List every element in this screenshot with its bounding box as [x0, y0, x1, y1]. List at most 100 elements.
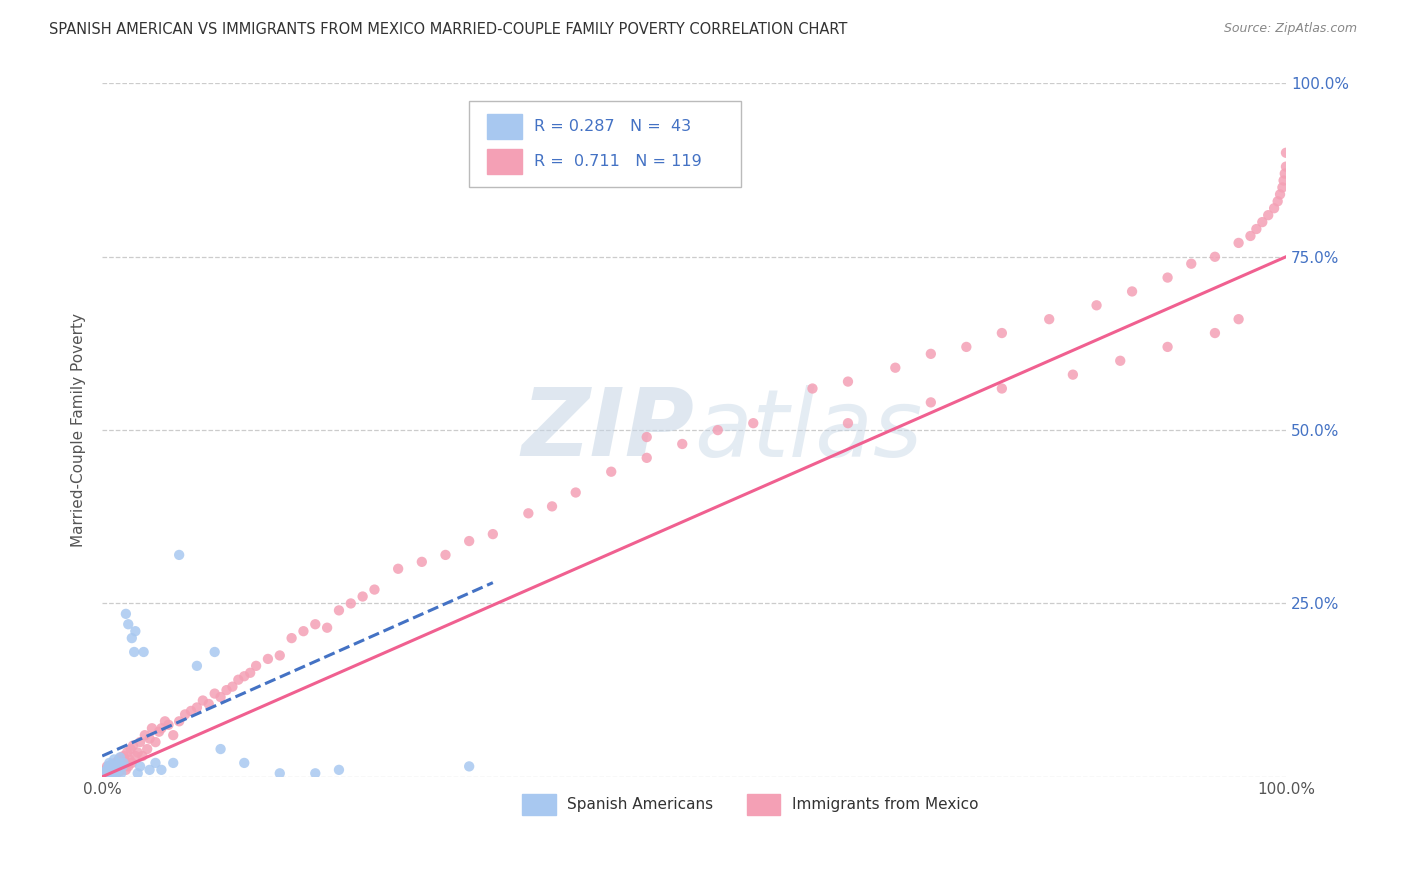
Point [1268, 187, 1291, 202]
Point [98, 767, 121, 781]
Point [110, 766, 132, 780]
Point [120, 742, 142, 756]
Point [233, 669, 256, 683]
Point [138, 763, 160, 777]
Point [387, 562, 409, 576]
Point [600, 465, 623, 479]
Point [991, 326, 1014, 340]
Point [458, 534, 481, 549]
Point [114, 752, 136, 766]
Point [150, 763, 173, 777]
Y-axis label: Married-Couple Family Poverty: Married-Couple Family Poverty [72, 313, 86, 547]
Point [180, 704, 202, 718]
Point [100, 759, 122, 773]
Point [115, 763, 138, 777]
Point [221, 680, 243, 694]
Point [96, 763, 118, 777]
Point [115, 746, 138, 760]
Point [837, 416, 859, 430]
Point [115, 607, 138, 621]
Point [1038, 312, 1060, 326]
Point [167, 548, 190, 562]
Point [121, 756, 143, 770]
Point [204, 687, 226, 701]
Point [186, 658, 208, 673]
Point [636, 450, 658, 465]
Point [1085, 298, 1108, 312]
Point [103, 762, 125, 776]
Point [517, 506, 540, 520]
Text: ZIP: ZIP [522, 384, 695, 476]
Point [145, 735, 167, 749]
Point [411, 555, 433, 569]
Point [150, 721, 173, 735]
Text: atlas: atlas [695, 384, 922, 475]
Point [884, 360, 907, 375]
Point [204, 645, 226, 659]
Point [706, 423, 728, 437]
Bar [486, 114, 523, 139]
Point [98, 756, 121, 770]
Text: R = 0.287   N =  43: R = 0.287 N = 43 [534, 119, 692, 134]
Point [352, 590, 374, 604]
Point [96, 768, 118, 782]
Point [108, 750, 131, 764]
Text: Source: ZipAtlas.com: Source: ZipAtlas.com [1223, 22, 1357, 36]
Point [110, 750, 132, 764]
Point [107, 756, 129, 770]
Point [107, 764, 129, 779]
Point [117, 759, 139, 773]
Point [363, 582, 385, 597]
Point [269, 648, 291, 663]
Point [228, 673, 250, 687]
Point [97, 768, 120, 782]
Point [1156, 270, 1178, 285]
Point [103, 768, 125, 782]
Point [328, 603, 350, 617]
Point [1227, 312, 1250, 326]
Point [129, 759, 152, 773]
Point [100, 765, 122, 780]
Point [920, 395, 942, 409]
Point [124, 749, 146, 764]
Point [101, 764, 124, 779]
Point [107, 752, 129, 766]
Point [100, 762, 122, 776]
Point [93, 766, 115, 780]
Point [98, 766, 121, 780]
Point [1204, 250, 1226, 264]
Bar [523, 794, 555, 815]
Point [122, 739, 145, 753]
Point [105, 759, 128, 773]
Point [1263, 201, 1285, 215]
Point [148, 724, 170, 739]
Point [121, 631, 143, 645]
Point [434, 548, 457, 562]
Point [94, 763, 117, 777]
Point [801, 382, 824, 396]
Point [1267, 194, 1289, 209]
Point [134, 728, 156, 742]
Point [340, 597, 363, 611]
Point [541, 500, 564, 514]
Point [1227, 235, 1250, 250]
Point [1275, 145, 1298, 160]
Point [1246, 222, 1268, 236]
Point [117, 617, 139, 632]
Point [96, 766, 118, 780]
Point [215, 683, 238, 698]
Point [280, 631, 302, 645]
Point [162, 756, 184, 770]
Point [96, 759, 118, 773]
Point [136, 742, 159, 756]
Bar [748, 794, 780, 815]
Point [118, 752, 141, 766]
Text: R =  0.711   N = 119: R = 0.711 N = 119 [534, 154, 702, 169]
Point [209, 690, 232, 704]
Point [93, 766, 115, 780]
Point [837, 375, 859, 389]
Point [636, 430, 658, 444]
Point [257, 652, 280, 666]
Point [98, 763, 121, 777]
Text: Spanish Americans: Spanish Americans [568, 797, 714, 812]
